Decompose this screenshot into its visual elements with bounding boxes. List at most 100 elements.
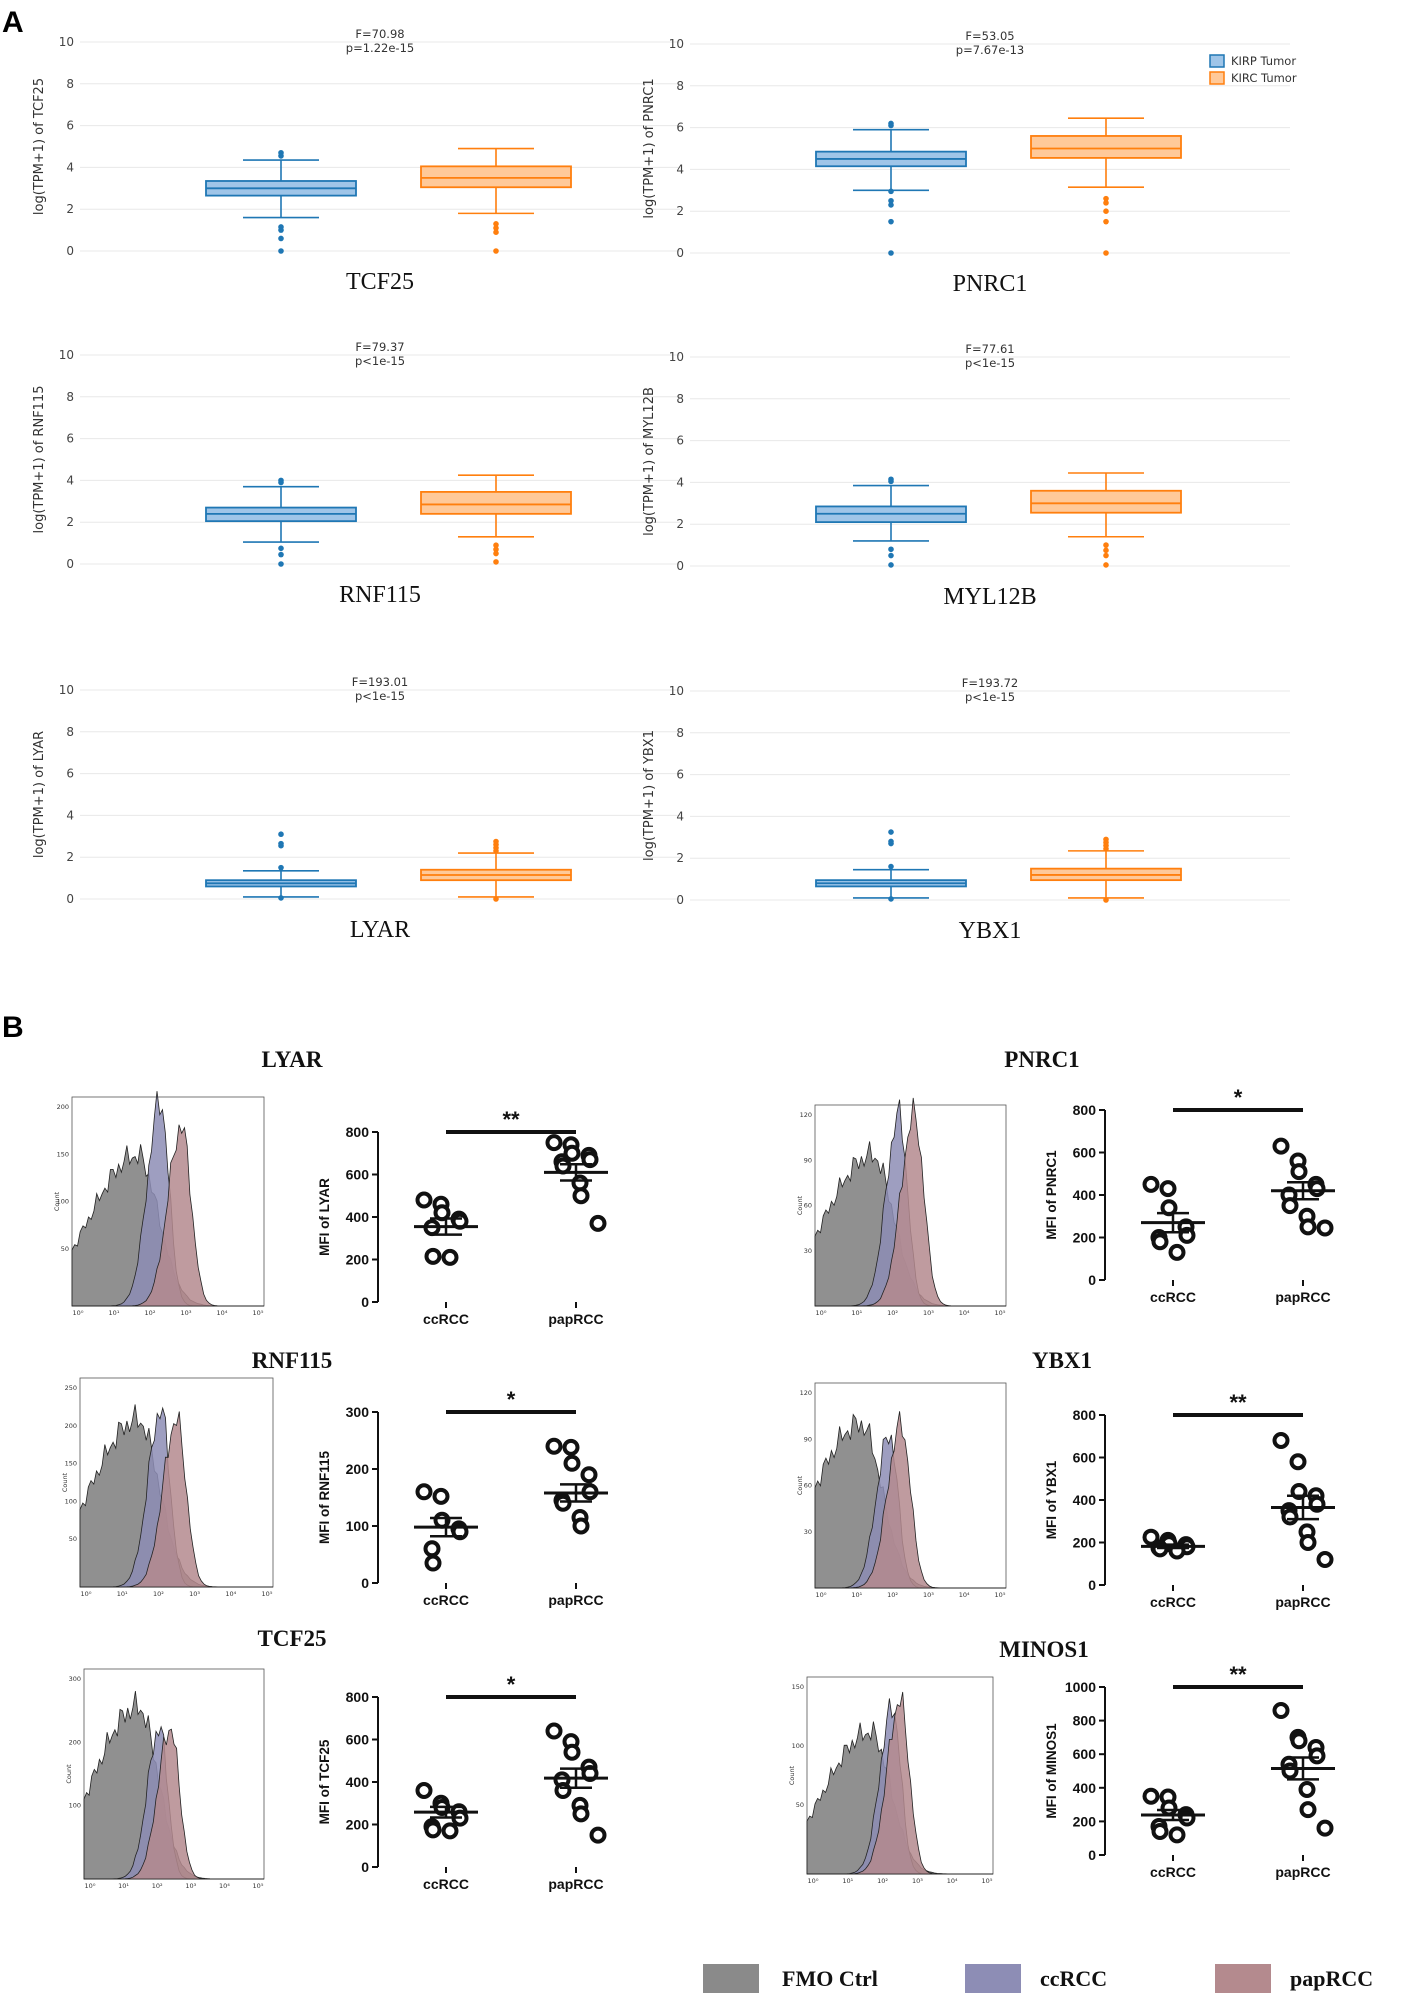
data-point	[432, 1487, 450, 1505]
box-pnrc1-chart: 0 2 4 6 8 10 log(TPM+1) of PNRC1 F=53.05p=7.67e…	[642, 29, 1290, 297]
outlier-point	[278, 235, 284, 242]
paprcc-curve	[84, 1728, 264, 1880]
data-point	[589, 1826, 607, 1844]
data-point	[1178, 1226, 1196, 1244]
y-tick-label: 600	[346, 1167, 370, 1183]
histogram-y-label: Count	[796, 1195, 804, 1215]
kirp-box	[815, 120, 967, 256]
outlier-point	[493, 550, 499, 557]
histogram-y-label: Count	[65, 1764, 73, 1784]
f-statistic: F=193.01	[352, 675, 409, 689]
histogram-y-tick: 120	[800, 1111, 812, 1119]
data-point	[1178, 1809, 1196, 1827]
data-point	[1299, 1801, 1317, 1819]
y-tick-label: 400	[346, 1774, 370, 1790]
paprcc-curve	[72, 1124, 264, 1307]
outlier-point	[888, 546, 894, 553]
y-tick-label: 0	[66, 244, 74, 258]
data-point	[1151, 1233, 1169, 1251]
y-tick-label: 600	[1073, 1746, 1097, 1762]
y-tick-label: 0	[1088, 1577, 1096, 1593]
legend-paprcc-swatch	[1215, 1964, 1271, 1993]
data-point	[1290, 1732, 1308, 1750]
panel-title: MINOS1	[999, 1637, 1088, 1662]
significance-stars: **	[502, 1107, 520, 1132]
outlier-point	[493, 896, 499, 902]
y-axis-label: log(TPM+1) of TCF25	[32, 78, 47, 215]
ccrcc-group	[414, 1782, 478, 1840]
histogram-y-tick: 150	[57, 1150, 69, 1158]
x-tick-label: ccRCC	[423, 1876, 469, 1892]
data-point	[1142, 1787, 1160, 1805]
histogram-y-tick: 100	[57, 1198, 69, 1206]
data-point	[572, 1517, 590, 1535]
histogram-tcf25: 300 200 100 Count 10⁰ 10¹ 10² 10³ 10⁴ 10⁵	[65, 1668, 265, 1890]
data-point	[1299, 1534, 1317, 1551]
paprcc-curve	[815, 1411, 1006, 1589]
ccrcc-group	[414, 1191, 478, 1266]
ccrcc-group	[414, 1483, 478, 1572]
histogram-x-tick: 10⁴	[959, 1591, 970, 1599]
y-tick-label: 4	[676, 809, 684, 823]
data-point	[572, 1805, 590, 1823]
paprcc-group	[1271, 1137, 1335, 1237]
y-tick-label: 4	[66, 808, 74, 822]
data-point	[441, 1822, 459, 1840]
y-tick-label: 200	[346, 1252, 370, 1268]
outlier-point	[1103, 547, 1109, 554]
data-point	[589, 1214, 607, 1232]
data-point	[545, 1134, 563, 1152]
box-ybx1-chart: 0 2 4 6 8 10 log(TPM+1) of YBX1 F=193.72p<1e-15…	[642, 676, 1290, 944]
data-point	[1168, 1826, 1186, 1844]
y-tick-label: 600	[1073, 1145, 1097, 1161]
y-tick-label: 0	[361, 1859, 369, 1875]
panel-b-legend: FMO Ctrl ccRCC papRCC	[703, 1964, 1373, 1993]
outlier-point	[278, 153, 284, 159]
outlier-point	[1103, 195, 1109, 202]
data-point	[1272, 1702, 1290, 1720]
kirc-box	[420, 474, 572, 565]
histogram-lyar: 200 150 100 50 Count 10⁰ 10¹ 10² 10³ 10⁴ 10⁵	[53, 1091, 265, 1317]
data-point	[1151, 1822, 1169, 1840]
data-point	[424, 1247, 442, 1265]
histogram-y-tick: 100	[69, 1802, 81, 1810]
outlier-point	[278, 561, 284, 567]
x-tick-label: ccRCC	[1150, 1594, 1196, 1610]
y-axis-label: log(TPM+1) of LYAR	[32, 731, 47, 858]
y-tick-label: 200	[346, 1461, 370, 1477]
y-tick-label: 600	[1073, 1450, 1097, 1466]
y-tick-label: 6	[676, 434, 684, 448]
legend-ccrcc-swatch	[965, 1964, 1021, 1993]
histogram-y-tick: 90	[804, 1156, 812, 1164]
kirc-box	[420, 147, 572, 254]
panel-title: RNF115	[252, 1348, 333, 1373]
p-value: p<1e-15	[965, 690, 1015, 704]
histogram-x-tick: 10⁰	[816, 1309, 827, 1317]
y-tick-label: 400	[1073, 1187, 1097, 1203]
histogram-x-tick: 10²	[887, 1309, 898, 1317]
outlier-point	[888, 863, 894, 870]
y-tick-label: 8	[66, 390, 74, 404]
outlier-point	[278, 831, 284, 838]
y-axis-label: MFI of TCF25	[317, 1739, 332, 1824]
outlier-point	[888, 896, 894, 902]
y-tick-label: 6	[66, 432, 74, 446]
x-tick-label: papRCC	[1275, 1864, 1330, 1880]
y-tick-label: 4	[676, 162, 684, 176]
p-value: p<1e-15	[965, 356, 1015, 370]
legend-kirc-label: KIRC Tumor	[1231, 71, 1297, 85]
data-point	[1272, 1432, 1290, 1449]
f-statistic: F=79.37	[355, 340, 404, 354]
outlier-point	[1103, 218, 1109, 225]
histogram-y-tick: 60	[804, 1482, 812, 1490]
histogram-pnrc1: 120 90 60 30 Count 10⁰ 10¹ 10² 10³ 10⁴ 10⁵	[796, 1097, 1007, 1317]
y-tick-label: 1000	[1065, 1679, 1096, 1695]
y-tick-label: 10	[669, 684, 684, 698]
data-point	[1316, 1551, 1334, 1568]
histogram-x-tick: 10³	[923, 1309, 934, 1317]
significance-stars: **	[1229, 1662, 1247, 1687]
x-tick-label: papRCC	[548, 1592, 603, 1608]
y-tick-label: 800	[346, 1124, 370, 1140]
histogram-x-tick: 10³	[185, 1882, 196, 1890]
y-tick-label: 0	[676, 559, 684, 573]
